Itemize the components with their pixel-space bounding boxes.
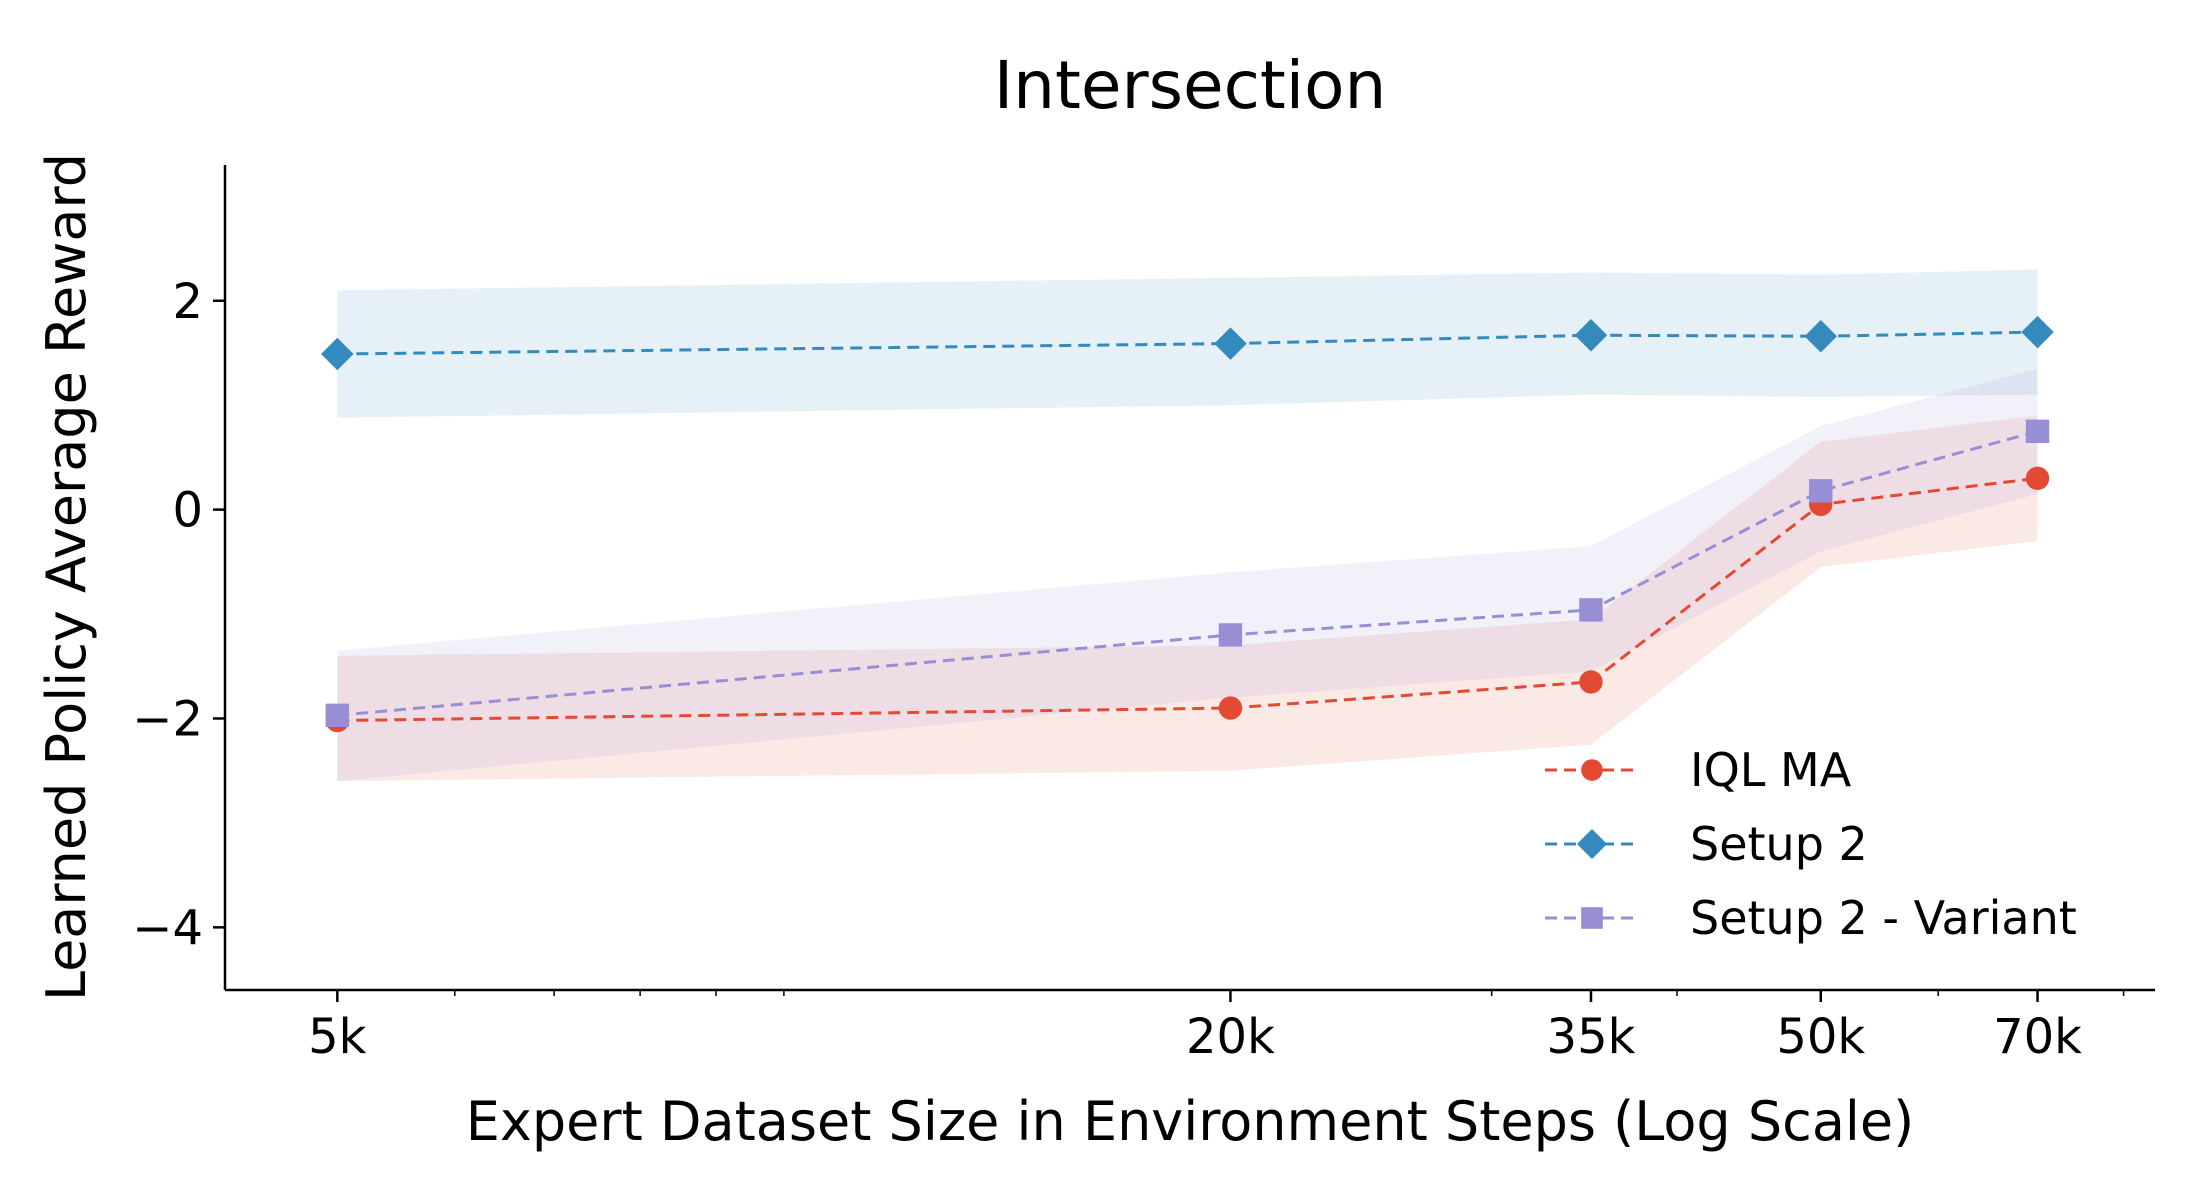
x-tick-label: 5k (308, 1009, 367, 1065)
x-axis-ticks: 5k 20k 35k 50k 70k (308, 990, 2125, 1065)
legend-marker-setup-2-variant (1581, 907, 1603, 929)
y-axis-ticks: −4 −2 0 2 (132, 274, 225, 956)
point-setup-2-0 (321, 337, 354, 371)
point-setup-2-2 (1574, 318, 1608, 352)
series-line-setup-2 (337, 330, 2038, 356)
point-setup-2-variant-2 (1579, 598, 1603, 622)
x-tick-label: 20k (1186, 1009, 1275, 1065)
point-setup-2-4 (2021, 315, 2054, 349)
point-setup-2-variant-1 (1218, 623, 1243, 647)
legend-marker-setup-2 (1577, 829, 1607, 859)
plot-area (321, 269, 2054, 782)
point-setup-2-3 (1804, 320, 1838, 353)
point-iql-ma-2 (1579, 670, 1603, 694)
point-setup-2-variant-3 (1809, 479, 1833, 503)
x-tick-label: 70k (1993, 1009, 2082, 1065)
x-tick-label: 50k (1776, 1009, 1865, 1065)
y-axis-label: Learned Policy Average Reward (35, 153, 98, 1001)
band-iql-ma (337, 415, 2038, 782)
point-setup-2-1 (1214, 327, 1247, 360)
point-setup-2-variant-4 (2025, 419, 2050, 443)
y-tick-label: −4 (132, 900, 203, 956)
y-tick-label: 2 (172, 274, 203, 330)
x-axis-label: Expert Dataset Size in Environment Steps… (466, 1090, 1914, 1153)
series-markers (321, 315, 2054, 733)
chart-title: Intersection (994, 47, 1387, 124)
legend-label-setup-2-variant: Setup 2 - Variant (1690, 891, 2077, 945)
y-tick-label: 0 (172, 483, 203, 539)
legend-marker-iql-ma (1581, 759, 1603, 781)
point-iql-ma-4 (2025, 466, 2050, 490)
band-setup-2 (337, 269, 2038, 418)
legend-label-setup-2: Setup 2 (1690, 817, 1868, 871)
x-tick-label: 35k (1547, 1009, 1636, 1065)
point-iql-ma-1 (1218, 696, 1243, 720)
point-setup-2-variant-0 (325, 703, 350, 728)
legend: IQL MA Setup 2 Setup 2 - Variant (1545, 743, 2077, 945)
legend-label-iql-ma: IQL MA (1690, 743, 1852, 797)
y-tick-label: −2 (132, 691, 203, 747)
